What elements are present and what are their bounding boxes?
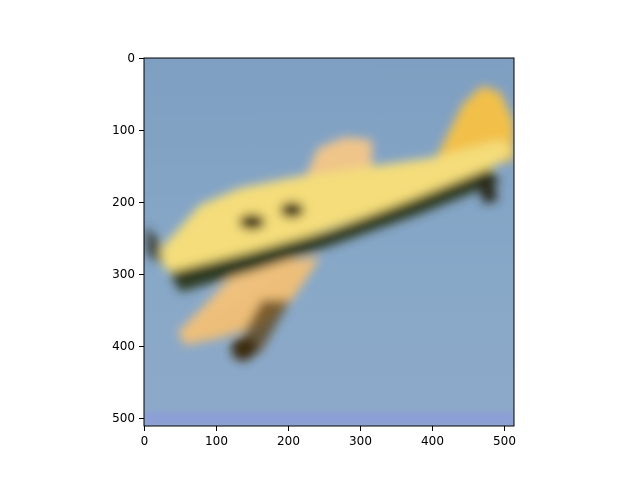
y-tick-label: 500 [112, 411, 135, 425]
y-tick-label: 400 [112, 339, 135, 353]
cockpit-window-1 [239, 214, 265, 230]
x-tick-label: 200 [277, 434, 300, 448]
y-tick-label: 100 [112, 123, 135, 137]
plot-frame [143, 57, 515, 427]
propeller [145, 226, 162, 265]
y-tick-label: 200 [112, 195, 135, 209]
x-axis: 0 100 200 300 400 500 [141, 426, 516, 448]
cockpit-window-2 [280, 202, 304, 218]
airplane [145, 86, 514, 362]
y-tick-label: 0 [127, 51, 135, 65]
bottom-band [144, 412, 514, 426]
photo-image [144, 58, 514, 426]
fuselage [160, 140, 514, 272]
y-axis: 0 100 200 300 400 500 [112, 51, 144, 425]
x-tick-label: 0 [141, 434, 149, 448]
tail-wheel [476, 176, 498, 204]
fuselage-underside [170, 168, 500, 292]
x-tick-label: 100 [205, 434, 228, 448]
x-tick-label: 400 [421, 434, 444, 448]
y-tick-label: 300 [112, 267, 135, 281]
x-tick-label: 300 [349, 434, 372, 448]
x-tick-label: 500 [493, 434, 516, 448]
lower-wing [178, 258, 320, 345]
wheel [232, 338, 258, 362]
